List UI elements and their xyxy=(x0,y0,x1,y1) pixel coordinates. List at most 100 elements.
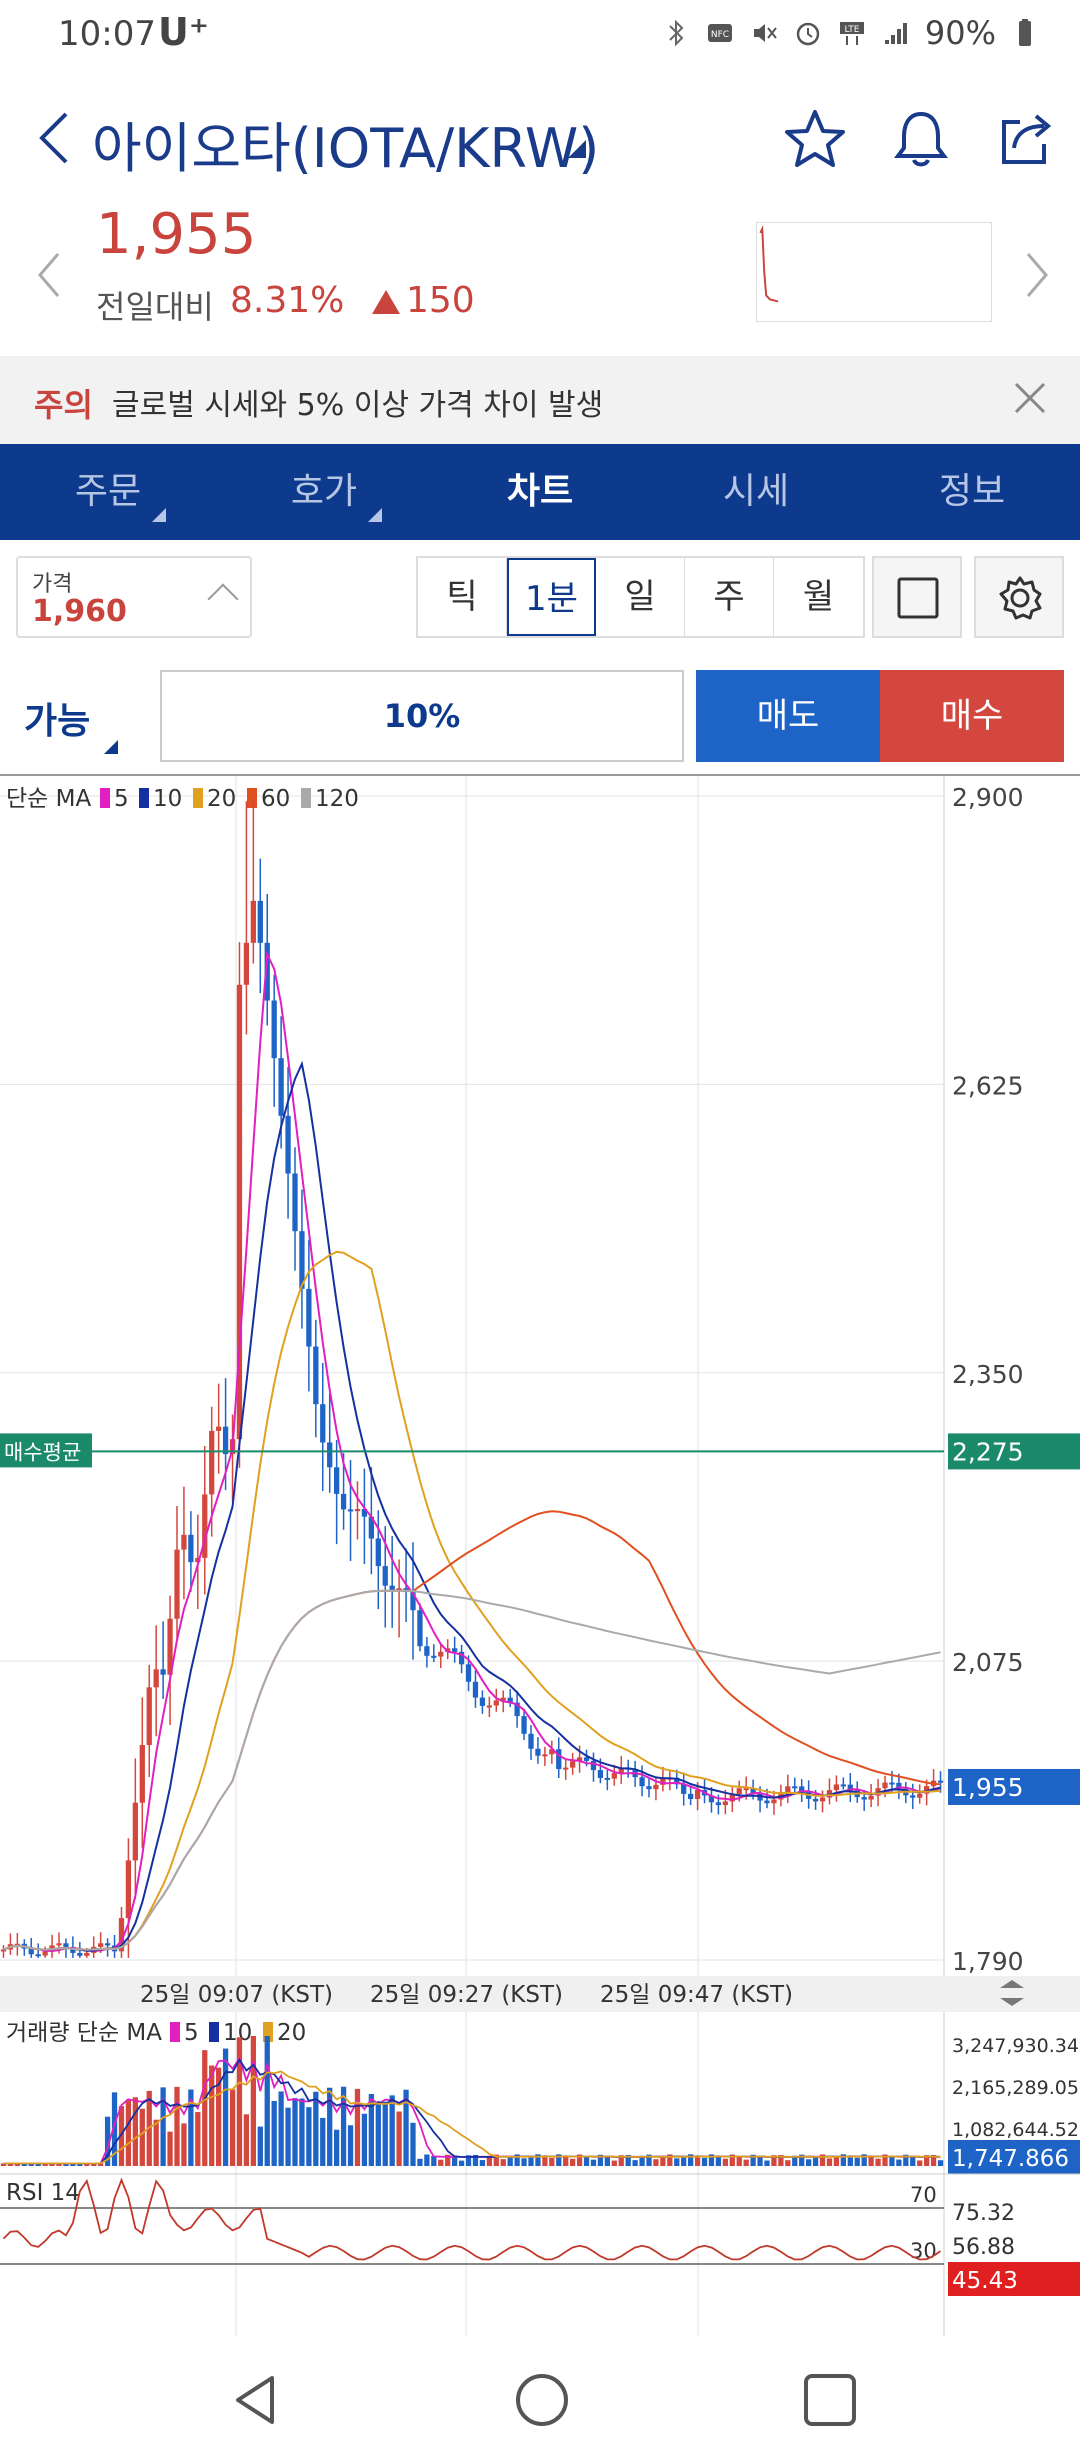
candle-body xyxy=(847,1784,853,1791)
volume-bar xyxy=(757,2155,763,2166)
candle-body xyxy=(618,1767,624,1774)
candle-body xyxy=(0,1949,7,1952)
candle-body xyxy=(334,1467,340,1494)
volume-bar xyxy=(403,2089,409,2166)
favorite-star-icon[interactable] xyxy=(780,104,850,174)
change-amount: 150 xyxy=(372,280,475,321)
candle-body xyxy=(160,1669,166,1675)
fullscreen-button[interactable] xyxy=(872,556,962,638)
rsi-side-label: 75.32 xyxy=(952,2201,1015,2226)
chart-toolbar: 가격 1,960 틱 1분 일 주 월 xyxy=(0,548,1080,648)
candle-body xyxy=(250,900,256,943)
nav-back-icon[interactable] xyxy=(226,2370,286,2430)
price-chart[interactable]: 2,900 2,625 2,350 2,075 1,790 단순 MA 5 10 20 60 120… xyxy=(0,774,1080,2336)
current-price: 1,955 xyxy=(96,202,257,267)
available-label[interactable]: 가능 xyxy=(24,701,91,742)
available-dropdown-icon[interactable] xyxy=(104,740,118,754)
candle-body xyxy=(785,1786,791,1793)
volume-bar xyxy=(77,2163,83,2166)
chart-canvas[interactable]: 2,900 2,625 2,350 2,075 1,790 단순 MA 5 10 20 60 120… xyxy=(0,776,1080,2336)
volume-bar xyxy=(785,2160,791,2166)
candle-body xyxy=(764,1800,770,1804)
tab-orderbook[interactable]: 호가 xyxy=(216,444,432,540)
candle-body xyxy=(28,1948,34,1955)
candle-body xyxy=(445,1648,451,1652)
candle-body xyxy=(715,1802,722,1806)
volume-bar xyxy=(632,2160,638,2166)
period-day[interactable]: 일 xyxy=(596,558,685,636)
up-triangle-icon xyxy=(372,290,400,314)
battery-icon xyxy=(1019,19,1031,46)
tab-chart[interactable]: 차트 xyxy=(432,444,648,540)
candle-body xyxy=(590,1760,597,1771)
candle-body xyxy=(493,1700,499,1706)
candle-body xyxy=(521,1716,527,1734)
settings-button[interactable] xyxy=(974,556,1064,638)
ma-line xyxy=(3,1589,941,1951)
page-title[interactable]: 아이오타(IOTA/KRW) xyxy=(92,117,600,180)
tab-info[interactable]: 정보 xyxy=(864,444,1080,540)
last-price-bg xyxy=(948,1768,1080,1805)
svg-text:NFC: NFC xyxy=(711,30,729,40)
volume-bar xyxy=(98,2163,104,2166)
prev-coin-arrow-icon[interactable] xyxy=(34,250,64,300)
volume-bar xyxy=(257,2126,263,2166)
rsi-current-bg xyxy=(948,2262,1080,2296)
volume-bar xyxy=(674,2158,680,2166)
signal-icon xyxy=(884,23,907,44)
volume-bar xyxy=(750,2154,756,2166)
period-tick[interactable]: 틱 xyxy=(418,558,507,636)
candle-body xyxy=(563,1767,569,1770)
candle-body xyxy=(861,1797,867,1800)
volume-bar xyxy=(639,2155,645,2166)
price-selector[interactable]: 가격 1,960 xyxy=(16,556,252,638)
volume-bar xyxy=(618,2155,624,2166)
volume-bar xyxy=(271,2100,277,2166)
y-tick-label: 2,625 xyxy=(952,1071,1024,1100)
percent-selector[interactable]: 10% xyxy=(160,670,684,762)
nav-recents-icon[interactable] xyxy=(800,2370,860,2430)
volume-bar xyxy=(528,2157,534,2166)
title-dropdown-icon[interactable] xyxy=(566,138,588,160)
volume-bar xyxy=(597,2154,604,2166)
candle-body xyxy=(576,1757,583,1762)
volume-bar xyxy=(854,2157,860,2166)
next-coin-arrow-icon[interactable] xyxy=(1022,250,1052,300)
volume-bar xyxy=(313,2091,319,2166)
close-icon[interactable] xyxy=(1010,378,1050,418)
share-icon[interactable] xyxy=(992,104,1062,174)
bell-icon[interactable] xyxy=(886,104,956,174)
candle-body xyxy=(528,1733,534,1749)
volume-bar xyxy=(424,2154,430,2166)
volume-bar xyxy=(701,2157,708,2166)
y-tick-label: 2,350 xyxy=(952,1360,1024,1389)
volume-bar xyxy=(195,2112,201,2166)
tab-market[interactable]: 시세 xyxy=(648,444,864,540)
volume-bar xyxy=(840,2154,846,2166)
candle-body xyxy=(729,1794,735,1802)
rsi-current-label: 45.43 xyxy=(952,2268,1018,2294)
sell-button[interactable]: 매도 xyxy=(696,670,880,762)
candle-body xyxy=(368,1516,374,1539)
volume-bar xyxy=(514,2154,520,2166)
candle-body xyxy=(500,1697,506,1701)
candle-body xyxy=(313,1346,319,1405)
tab-order[interactable]: 주문 xyxy=(0,444,216,540)
period-week[interactable]: 주 xyxy=(685,558,774,636)
volume-bar xyxy=(222,2048,229,2166)
resize-handle-icon xyxy=(1000,1980,1024,2006)
candle-body xyxy=(132,1802,138,1861)
volume-bar xyxy=(35,2163,41,2166)
candle-body xyxy=(181,1534,187,1550)
volume-bar xyxy=(396,2111,402,2166)
volume-bar xyxy=(42,2163,48,2166)
back-icon[interactable] xyxy=(30,108,80,168)
nav-home-icon[interactable] xyxy=(512,2370,572,2430)
ma-legend-swatch xyxy=(100,788,110,808)
last-price-label: 1,955 xyxy=(952,1773,1024,1802)
period-1min[interactable]: 1분 xyxy=(507,558,596,636)
buy-button[interactable]: 매수 xyxy=(880,670,1064,762)
volume-bar xyxy=(563,2156,569,2166)
volume-bar xyxy=(590,2159,597,2166)
period-month[interactable]: 월 xyxy=(802,577,835,617)
